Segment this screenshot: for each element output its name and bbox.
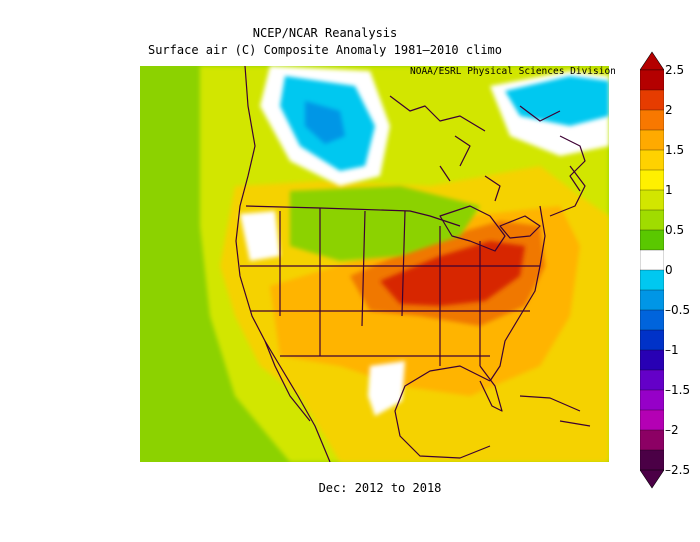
anomaly-map <box>140 66 609 462</box>
colorbar-swatch <box>640 329 664 351</box>
colorbar-swatch <box>640 369 664 391</box>
colorbar-swatch <box>640 429 664 451</box>
colorbar-tick-label: 1.5 <box>665 143 685 157</box>
colorbar-swatch <box>640 289 664 311</box>
colorbar-swatch <box>640 409 664 431</box>
colorbar-swatch <box>640 169 664 191</box>
colorbar-swatch <box>640 109 664 131</box>
colorbar-tick-label: –1.5 <box>665 383 691 397</box>
map-subtitle: Surface air (C) Composite Anomaly 1981–2… <box>147 43 502 57</box>
colorbar-swatch <box>640 209 664 231</box>
colorbar-swatch <box>640 249 664 271</box>
colorbar-swatch <box>640 229 664 251</box>
colorbar-swatch <box>640 89 664 111</box>
colorbar-tick-label: 2.5 <box>665 63 685 77</box>
anomaly-zone-neutral-west <box>240 211 280 261</box>
colorbar <box>640 51 664 489</box>
colorbar-tick-label: 0 <box>665 263 673 277</box>
colorbar-swatch <box>640 309 664 331</box>
colorbar-swatch <box>640 129 664 151</box>
colorbar-swatch <box>640 449 664 471</box>
colorbar-tick-label: 2 <box>665 103 673 117</box>
anomaly-zone-2.5 <box>380 241 525 306</box>
colorbar-swatch <box>640 269 664 291</box>
colorbar-max-arrow <box>640 51 664 71</box>
colorbar-min-arrow <box>640 469 664 489</box>
colorbar-tick-label: 0.5 <box>665 223 685 237</box>
colorbar-swatch <box>640 149 664 171</box>
colorbar-swatch <box>640 349 664 371</box>
colorbar-tick-label: –0.5 <box>665 303 691 317</box>
anomaly-zone-colder-nw <box>305 101 345 144</box>
anomaly-zone-neutral-gulf <box>368 361 405 416</box>
colorbar-tick-label: –2.5 <box>665 463 691 477</box>
colorbar-tick-label: –2 <box>665 423 679 437</box>
anomaly-zone-green-north <box>290 186 480 261</box>
anomaly-zone-cold-ne <box>505 76 609 126</box>
date-range-label: Dec: 2012 to 2018 <box>318 481 442 495</box>
colorbar-swatch <box>640 389 664 411</box>
map-title: NCEP/NCAR Reanalysis <box>252 26 398 40</box>
colorbar-tick-label: 1 <box>665 183 673 197</box>
colorbar-swatch <box>640 189 664 211</box>
colorbar-tick-label: –1 <box>665 343 679 357</box>
credit-label: NOAA/ESRL Physical Sciences Division <box>410 66 616 77</box>
geographic-boundaries <box>235 66 591 462</box>
colorbar-swatch <box>640 69 664 91</box>
